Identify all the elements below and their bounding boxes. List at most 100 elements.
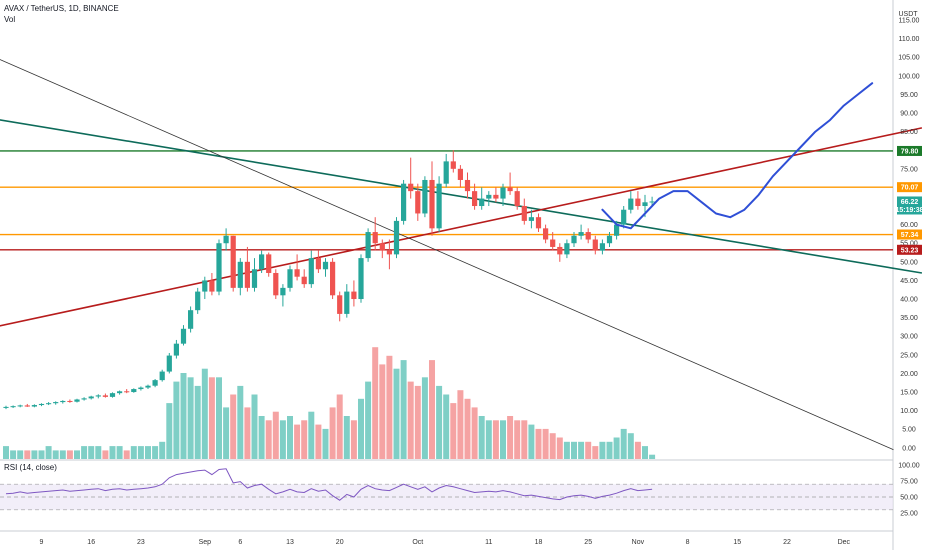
candle bbox=[635, 191, 641, 210]
candle bbox=[507, 172, 513, 195]
volume-bar bbox=[393, 368, 400, 459]
candle-body bbox=[649, 201, 655, 203]
volume-bar bbox=[38, 450, 45, 459]
volume-bar bbox=[201, 368, 208, 459]
candle-body bbox=[202, 280, 208, 292]
volume-bar bbox=[45, 446, 52, 459]
candle bbox=[46, 402, 52, 406]
candle-body bbox=[216, 243, 222, 292]
date-tick-label: 11 bbox=[485, 539, 492, 546]
candle bbox=[67, 399, 73, 403]
candle-body bbox=[635, 198, 641, 207]
volume-bar bbox=[450, 403, 457, 459]
candle-body bbox=[500, 187, 506, 199]
candle bbox=[60, 400, 66, 404]
candle bbox=[244, 246, 250, 292]
candle bbox=[124, 389, 130, 394]
candle bbox=[592, 235, 598, 255]
candle-body bbox=[472, 191, 478, 207]
candle bbox=[543, 224, 549, 244]
volume-bar bbox=[443, 394, 450, 459]
candle-body bbox=[88, 396, 94, 399]
candle bbox=[344, 284, 350, 318]
candle-body bbox=[585, 232, 591, 240]
volume-bar bbox=[329, 407, 336, 459]
volume-bar bbox=[400, 360, 407, 459]
candle bbox=[415, 183, 421, 221]
volume-bar bbox=[130, 446, 137, 459]
date-tick-label: 8 bbox=[686, 539, 690, 546]
price-tick-label: 0.00 bbox=[902, 445, 916, 452]
candle-body bbox=[571, 235, 577, 244]
candle-body bbox=[145, 385, 151, 388]
candle bbox=[131, 388, 137, 393]
level-badge bbox=[897, 229, 922, 240]
last-price-label: 66.22 bbox=[901, 199, 919, 206]
candle bbox=[102, 393, 108, 398]
candle-body bbox=[443, 161, 449, 184]
date-tick-label: 25 bbox=[584, 539, 592, 546]
volume-bar bbox=[272, 411, 279, 459]
volume-bar bbox=[279, 420, 286, 459]
date-tick-label: 15 bbox=[733, 539, 741, 546]
rsi-tick-label: 100.00 bbox=[898, 463, 920, 470]
candle-body bbox=[557, 246, 563, 255]
candle-body bbox=[344, 291, 350, 314]
trendline-diagonal-black bbox=[0, 59, 894, 451]
candle bbox=[188, 306, 194, 333]
price-tick-label: 15.00 bbox=[900, 390, 918, 397]
volume-bar bbox=[599, 441, 606, 459]
volume-bar bbox=[287, 416, 293, 459]
candle bbox=[109, 392, 116, 398]
candle bbox=[557, 243, 563, 262]
candle bbox=[330, 258, 336, 300]
candle-body bbox=[351, 291, 357, 300]
candle bbox=[38, 403, 45, 407]
volume-bar bbox=[592, 446, 599, 459]
candle bbox=[408, 157, 414, 199]
volume-bar bbox=[116, 446, 123, 459]
candle bbox=[337, 291, 343, 322]
candle-body bbox=[138, 387, 144, 390]
price-tick-label: 5.00 bbox=[902, 427, 916, 434]
candle-body bbox=[188, 310, 194, 329]
price-tick-label: 35.00 bbox=[900, 315, 918, 322]
candle-body bbox=[450, 161, 456, 169]
price-tick-label: 85.00 bbox=[900, 129, 918, 136]
price-tick-label: 20.00 bbox=[900, 371, 918, 378]
candle bbox=[606, 232, 613, 247]
candle bbox=[145, 384, 151, 390]
candle bbox=[251, 258, 258, 292]
candle bbox=[528, 209, 534, 229]
candle-body bbox=[60, 400, 66, 403]
volume-bar bbox=[365, 381, 372, 459]
price-tick-label: 115.00 bbox=[899, 18, 920, 25]
candle-body bbox=[401, 183, 407, 221]
candle bbox=[571, 232, 577, 247]
volume-bar bbox=[216, 377, 222, 459]
price-tick-label: 45.00 bbox=[900, 278, 918, 285]
date-tick-label: Sep bbox=[199, 539, 212, 546]
price-tick-label: 40.00 bbox=[900, 297, 918, 304]
candle bbox=[585, 228, 591, 244]
candle-body bbox=[379, 243, 385, 251]
volume-bar bbox=[528, 424, 535, 459]
candle bbox=[443, 153, 449, 188]
candle-body bbox=[223, 235, 229, 244]
price-tick-label: 75.00 bbox=[900, 166, 918, 173]
candle-body bbox=[173, 343, 179, 356]
candle-body bbox=[251, 269, 258, 288]
candle-body bbox=[592, 239, 598, 251]
volume-bar bbox=[31, 450, 38, 459]
candle-body bbox=[301, 276, 307, 285]
volume-bar bbox=[10, 450, 17, 459]
volume-bar bbox=[414, 385, 421, 459]
volume-bar bbox=[152, 446, 159, 459]
date-tick-label: 9 bbox=[40, 539, 44, 546]
volume-bar bbox=[109, 446, 116, 459]
candle-body bbox=[365, 232, 371, 259]
candle bbox=[521, 198, 527, 225]
candle-body bbox=[294, 269, 300, 277]
volume-bar bbox=[251, 394, 258, 459]
